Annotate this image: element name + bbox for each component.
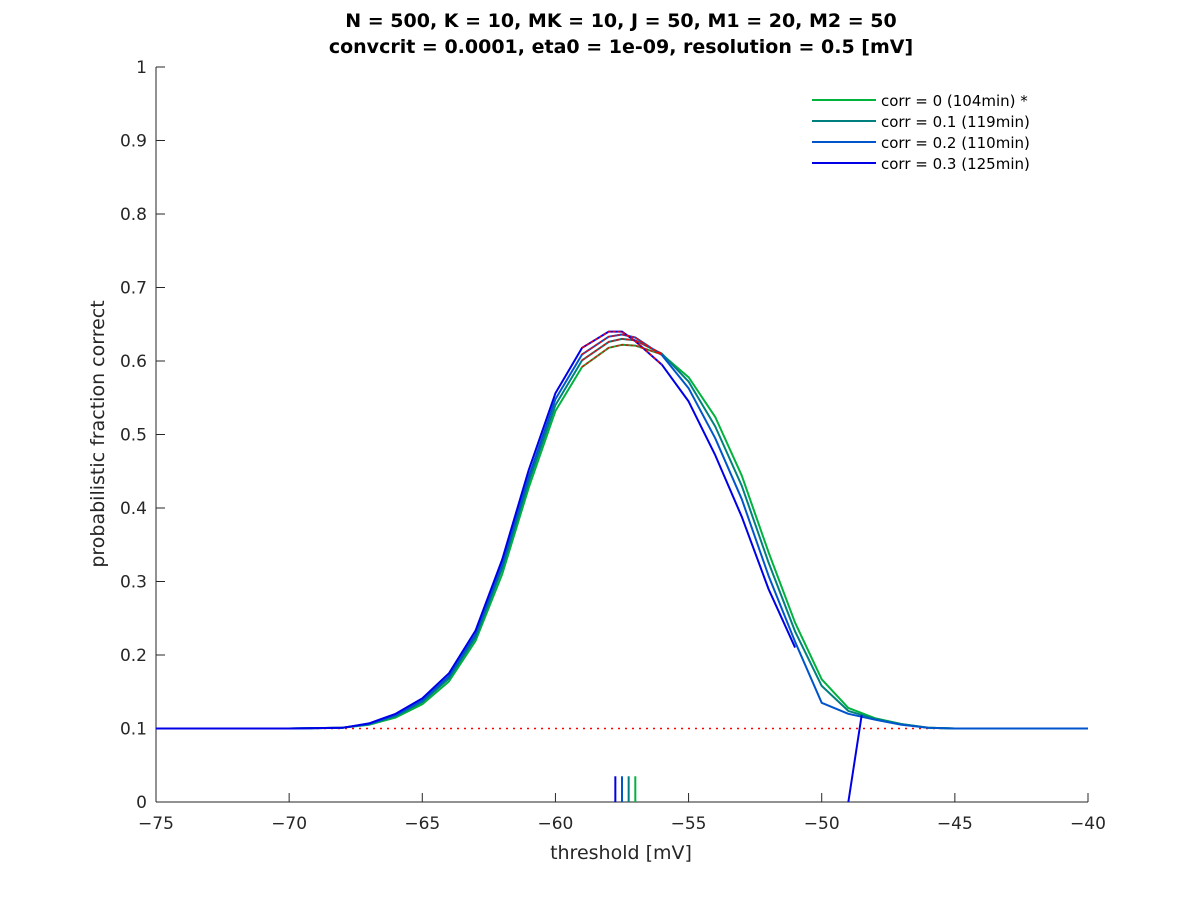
y-tick-label: 0.2 (120, 646, 147, 666)
y-tick-label: 0.8 (120, 205, 147, 225)
x-tick-label: −70 (271, 814, 307, 834)
x-tick-label: −55 (671, 814, 707, 834)
x-tick-label: −45 (937, 814, 973, 834)
y-tick-label: 0.6 (120, 352, 147, 372)
blue-connector-segment (847, 715, 863, 803)
y-tick-label: 0 (136, 793, 147, 813)
y-tick-label: 0.4 (120, 499, 147, 519)
x-tick-label: −40 (1070, 814, 1106, 834)
legend-label-1: corr = 0.1 (119min) (881, 113, 1030, 131)
legend-label-2: corr = 0.2 (110min) (881, 134, 1030, 152)
peak-highlight-3 (581, 330, 663, 366)
peak-highlight-2 (581, 333, 663, 356)
y-tick-label: 0.9 (120, 132, 147, 152)
y-tick-label: 0.7 (120, 279, 147, 299)
series-line-3 (156, 330, 797, 730)
peak-highlight-0 (581, 344, 663, 368)
legend-label-0: corr = 0 (104min) * (881, 92, 1028, 110)
series-line-0 (156, 343, 1088, 730)
x-tick-label: −65 (404, 814, 440, 834)
x-tick-label: −75 (138, 814, 174, 834)
peak-highlight-1 (581, 338, 663, 361)
plot-area: −75 −70 −65 −60 −55 −50 −45 −40 0 0.1 0.2 0.3 0.4 0.5… (120, 58, 1106, 834)
chart-title-line-1: N = 500, K = 10, MK = 10, J = 50, M1 = 2… (345, 10, 897, 32)
y-tick-label: 0.5 (120, 426, 147, 446)
legend-label-3: corr = 0.3 (125min) (881, 155, 1030, 173)
chart-title-line-2: convcrit = 0.0001, eta0 = 1e-09, resolut… (329, 36, 913, 58)
y-axis-label: probabilistic fraction correct (87, 300, 109, 567)
y-tick-label: 0.3 (120, 573, 147, 593)
x-tick-label: −60 (537, 814, 573, 834)
x-tick-label: −50 (804, 814, 840, 834)
y-tick-label: 0.1 (120, 720, 147, 740)
y-tick-label: 1 (136, 58, 147, 78)
x-axis-label: threshold [mV] (550, 842, 692, 864)
